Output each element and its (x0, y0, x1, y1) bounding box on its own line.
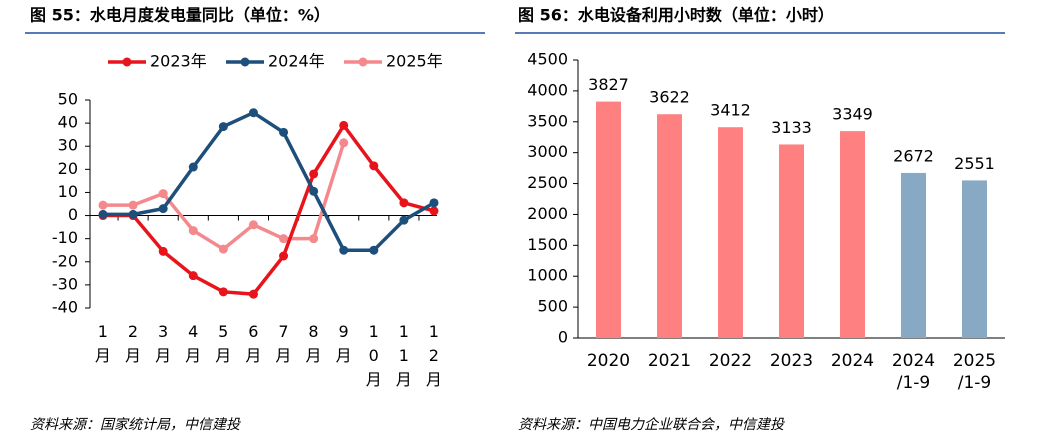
point (429, 206, 439, 216)
point (218, 287, 228, 297)
point (98, 200, 108, 210)
data-label: 2672 (893, 146, 934, 165)
chart-title: 图 55：水电月度发电量同比（单位：%） (30, 6, 330, 25)
x-tick-label: 8月 (305, 322, 322, 365)
bar (596, 101, 621, 338)
y-tick-label: 50 (58, 90, 78, 109)
y-tick-label: 1000 (527, 266, 568, 285)
legend-label: 2024年 (268, 52, 325, 71)
point (248, 220, 258, 230)
y-tick-label: 500 (537, 297, 568, 316)
bar (779, 144, 804, 338)
x-tick-label: 2024 (830, 351, 875, 371)
y-tick-label: -10 (52, 228, 78, 247)
y-tick-label: -20 (52, 251, 78, 270)
point (128, 200, 138, 210)
legend-marker (358, 57, 368, 67)
x-tick-label: 7月 (275, 322, 292, 365)
point (279, 127, 289, 137)
source-note: 资料来源：中国电力企业联合会，中信建投 (518, 417, 786, 433)
point (128, 209, 138, 219)
x-tick-label: 2022 (708, 351, 753, 371)
point (399, 215, 409, 225)
y-tick-label: 4500 (527, 50, 568, 69)
data-label: 3827 (588, 75, 629, 94)
point (158, 204, 168, 214)
x-tick-label: 11月 (395, 322, 412, 389)
y-tick-label: 1500 (527, 235, 568, 254)
legend-marker (240, 57, 250, 67)
y-tick-label: 3500 (527, 111, 568, 130)
y-tick-label: -40 (52, 298, 78, 317)
x-tick-label: 2025 /1-9 (952, 351, 997, 393)
x-tick-label: 2024 /1-9 (891, 351, 936, 393)
bar (657, 114, 682, 338)
point (309, 186, 319, 196)
x-tick-label: 5月 (215, 322, 232, 365)
point (279, 251, 289, 261)
data-label: 3412 (710, 101, 751, 120)
data-label: 3349 (832, 105, 873, 124)
point (369, 245, 379, 255)
point (218, 122, 228, 132)
x-tick-label: 4月 (185, 322, 202, 365)
point (98, 209, 108, 219)
x-tick-label: 2021 (647, 351, 692, 371)
bar (901, 172, 926, 338)
legend-marker (122, 57, 132, 67)
point (339, 138, 349, 148)
point (188, 271, 198, 281)
bar (962, 180, 987, 338)
point (248, 108, 258, 118)
point (158, 246, 168, 256)
x-tick-label: 1月 (94, 322, 111, 365)
x-tick-label: 10月 (365, 322, 382, 389)
legend-label: 2025年 (386, 52, 443, 71)
y-tick-label: 40 (58, 113, 78, 132)
source-note: 资料来源：国家统计局，中信建投 (30, 417, 242, 433)
point (309, 169, 319, 179)
y-tick-label: 30 (58, 136, 78, 155)
chart-title: 图 56：水电设备利用小时数（单位：小时） (518, 6, 834, 25)
bar (718, 127, 743, 338)
point (339, 245, 349, 255)
point (158, 189, 168, 199)
point (248, 289, 258, 299)
point (399, 198, 409, 208)
point (369, 161, 379, 171)
y-tick-label: 0 (558, 328, 568, 347)
y-tick-label: 3000 (527, 142, 568, 161)
x-tick-label: 2023 (769, 351, 814, 371)
point (279, 234, 289, 244)
series-line (103, 142, 346, 252)
point (188, 162, 198, 172)
y-tick-label: 4000 (527, 80, 568, 99)
x-tick-label: 3月 (155, 322, 172, 365)
y-tick-label: 20 (58, 159, 78, 178)
y-tick-label: 0 (68, 205, 78, 224)
y-tick-label: 10 (58, 182, 78, 201)
bar (840, 131, 865, 338)
y-tick-label: 2500 (527, 173, 568, 192)
x-tick-label: 9月 (335, 322, 352, 365)
point (188, 226, 198, 236)
data-label: 3133 (771, 118, 812, 137)
point (309, 234, 319, 244)
point (429, 198, 439, 208)
x-tick-label: 2020 (586, 351, 631, 371)
y-tick-label: -30 (52, 274, 78, 293)
series-line (103, 122, 435, 296)
y-tick-label: 2000 (527, 204, 568, 223)
x-tick-label: 2月 (124, 322, 141, 365)
series-line (103, 110, 435, 252)
x-tick-label: 12月 (425, 322, 442, 389)
point (218, 244, 228, 254)
point (339, 120, 349, 130)
data-label: 3622 (649, 88, 690, 107)
legend-label: 2023年 (150, 52, 207, 71)
data-label: 2551 (954, 154, 995, 173)
x-tick-label: 6月 (245, 322, 262, 365)
